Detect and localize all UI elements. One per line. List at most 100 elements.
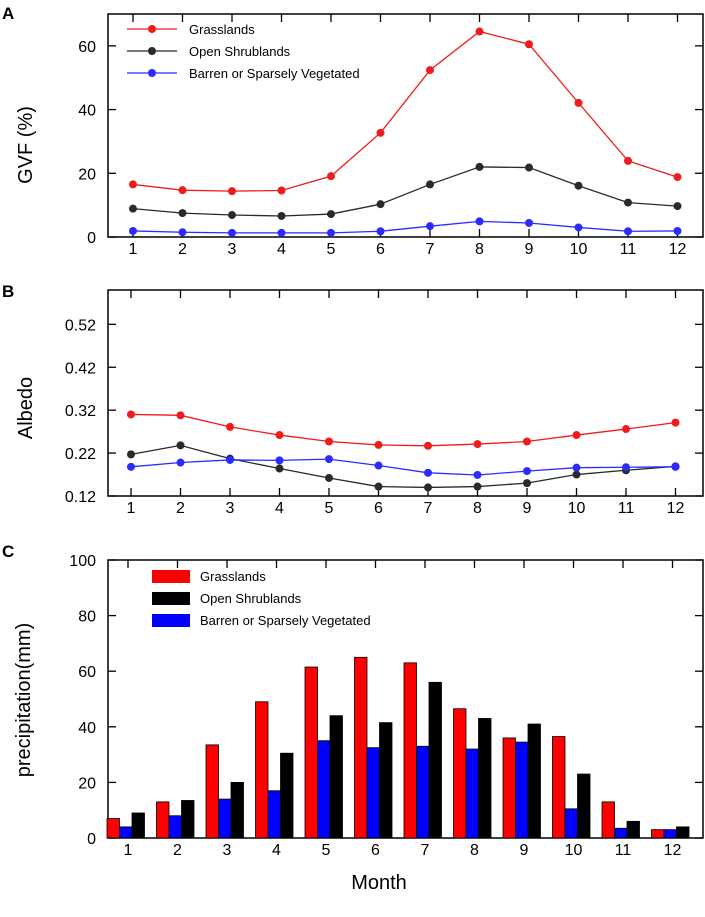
bar-0 <box>304 666 318 839</box>
series-2-point <box>325 455 333 464</box>
series-0-point <box>424 441 432 450</box>
legend-label: Barren or Sparsely Vegetated <box>189 66 360 81</box>
bar-1 <box>119 826 133 839</box>
y-tick-label: 0 <box>87 230 96 247</box>
bar-0 <box>106 818 120 839</box>
bar-1 <box>168 815 182 839</box>
series-line-1 <box>132 166 678 217</box>
x-tick-label: 7 <box>426 241 435 258</box>
series-1-point <box>376 200 385 209</box>
x-tick-label: 3 <box>228 241 237 258</box>
series-1-point <box>624 198 632 207</box>
series-0-point <box>574 98 583 107</box>
series-2-point <box>572 463 581 472</box>
x-tick-label: 11 <box>615 842 632 859</box>
series-1-point <box>325 473 333 482</box>
series-1-point <box>176 441 185 450</box>
x-tick-label: 5 <box>322 842 331 859</box>
bar-1 <box>317 740 331 839</box>
series-0-point <box>622 425 630 434</box>
bar-2 <box>527 723 541 839</box>
bar-1 <box>515 741 529 839</box>
y-tick-label: 40 <box>78 720 96 737</box>
y-tick-label: 20 <box>78 166 96 183</box>
legend-label: Grasslands <box>189 22 255 37</box>
series-0-point <box>275 431 284 440</box>
legend-label: Barren or Sparsely Vegetated <box>200 613 371 628</box>
series-1-point <box>277 211 286 220</box>
y-tick-label: 60 <box>78 664 96 681</box>
bar-0 <box>354 656 368 839</box>
series-1-point <box>129 204 137 213</box>
plot-frame <box>107 13 704 238</box>
y-tick-label: 0.22 <box>65 446 96 463</box>
series-2-point <box>622 463 630 472</box>
series-1-point <box>374 482 383 491</box>
series-2-point <box>327 228 335 237</box>
series-2-point <box>226 455 234 464</box>
series-2-point <box>475 217 484 226</box>
x-tick-label: 6 <box>376 241 385 258</box>
bar-0 <box>601 801 615 839</box>
series-1-point <box>127 450 135 459</box>
panel-c-xlabel: Month <box>351 872 407 894</box>
legend-marker <box>148 47 156 55</box>
bar-1 <box>416 745 430 839</box>
bar-0 <box>156 801 170 839</box>
series-line-2 <box>130 458 676 476</box>
plot-frame <box>107 289 704 497</box>
bar-2 <box>577 773 591 839</box>
series-2-point <box>525 218 533 227</box>
series-2-point <box>129 226 137 235</box>
panel-a-ylabel: GVF (%) <box>15 106 37 184</box>
series-0-point <box>376 128 385 137</box>
x-tick-label: 7 <box>421 842 430 859</box>
legend-marker <box>148 69 156 77</box>
x-tick-label: 2 <box>176 500 185 517</box>
x-tick-label: 1 <box>124 842 133 859</box>
bar-1 <box>614 827 628 839</box>
series-2-point <box>671 462 680 471</box>
x-tick-label: 4 <box>272 842 281 859</box>
series-0-point <box>624 156 632 165</box>
series-2-point <box>178 228 187 237</box>
series-1-point <box>574 181 583 190</box>
series-2-point <box>523 467 531 476</box>
panel-b-plot: 0.120.220.320.420.521 2 3 4 5 6 7 8 9 10 11 12 <box>65 289 704 517</box>
x-tick-label: 1 <box>129 241 138 258</box>
y-tick-label: 0.12 <box>65 489 96 506</box>
series-1-point <box>426 180 434 189</box>
series-0-point <box>129 180 137 189</box>
series-2-point <box>426 222 434 231</box>
x-tick-label: 5 <box>325 500 334 517</box>
bar-2 <box>428 681 442 839</box>
bar-0 <box>205 744 219 839</box>
series-1-point <box>424 483 432 492</box>
bar-0 <box>255 701 269 839</box>
series-1-point <box>327 210 335 219</box>
series-2-point <box>424 468 432 477</box>
bar-2 <box>626 820 640 839</box>
bar-2 <box>131 812 145 839</box>
series-0-point <box>228 187 236 196</box>
series-1-point <box>523 479 531 488</box>
x-tick-label: 6 <box>374 500 383 517</box>
series-0-point <box>523 437 531 446</box>
series-line-1 <box>130 444 676 489</box>
series-0-point <box>127 410 135 419</box>
series-2-point <box>376 227 385 236</box>
x-tick-label: 7 <box>424 500 433 517</box>
y-tick-label: 0.32 <box>65 403 96 420</box>
series-0-point <box>176 411 185 420</box>
bar-2 <box>280 752 294 839</box>
bar-2 <box>181 800 195 839</box>
bar-2 <box>329 715 343 839</box>
series-0-point <box>475 27 484 36</box>
bar-2 <box>379 722 393 839</box>
series-0-point <box>178 186 187 195</box>
series-2-point <box>275 456 284 465</box>
x-tick-label: 10 <box>565 842 583 859</box>
series-0-point <box>426 66 434 75</box>
